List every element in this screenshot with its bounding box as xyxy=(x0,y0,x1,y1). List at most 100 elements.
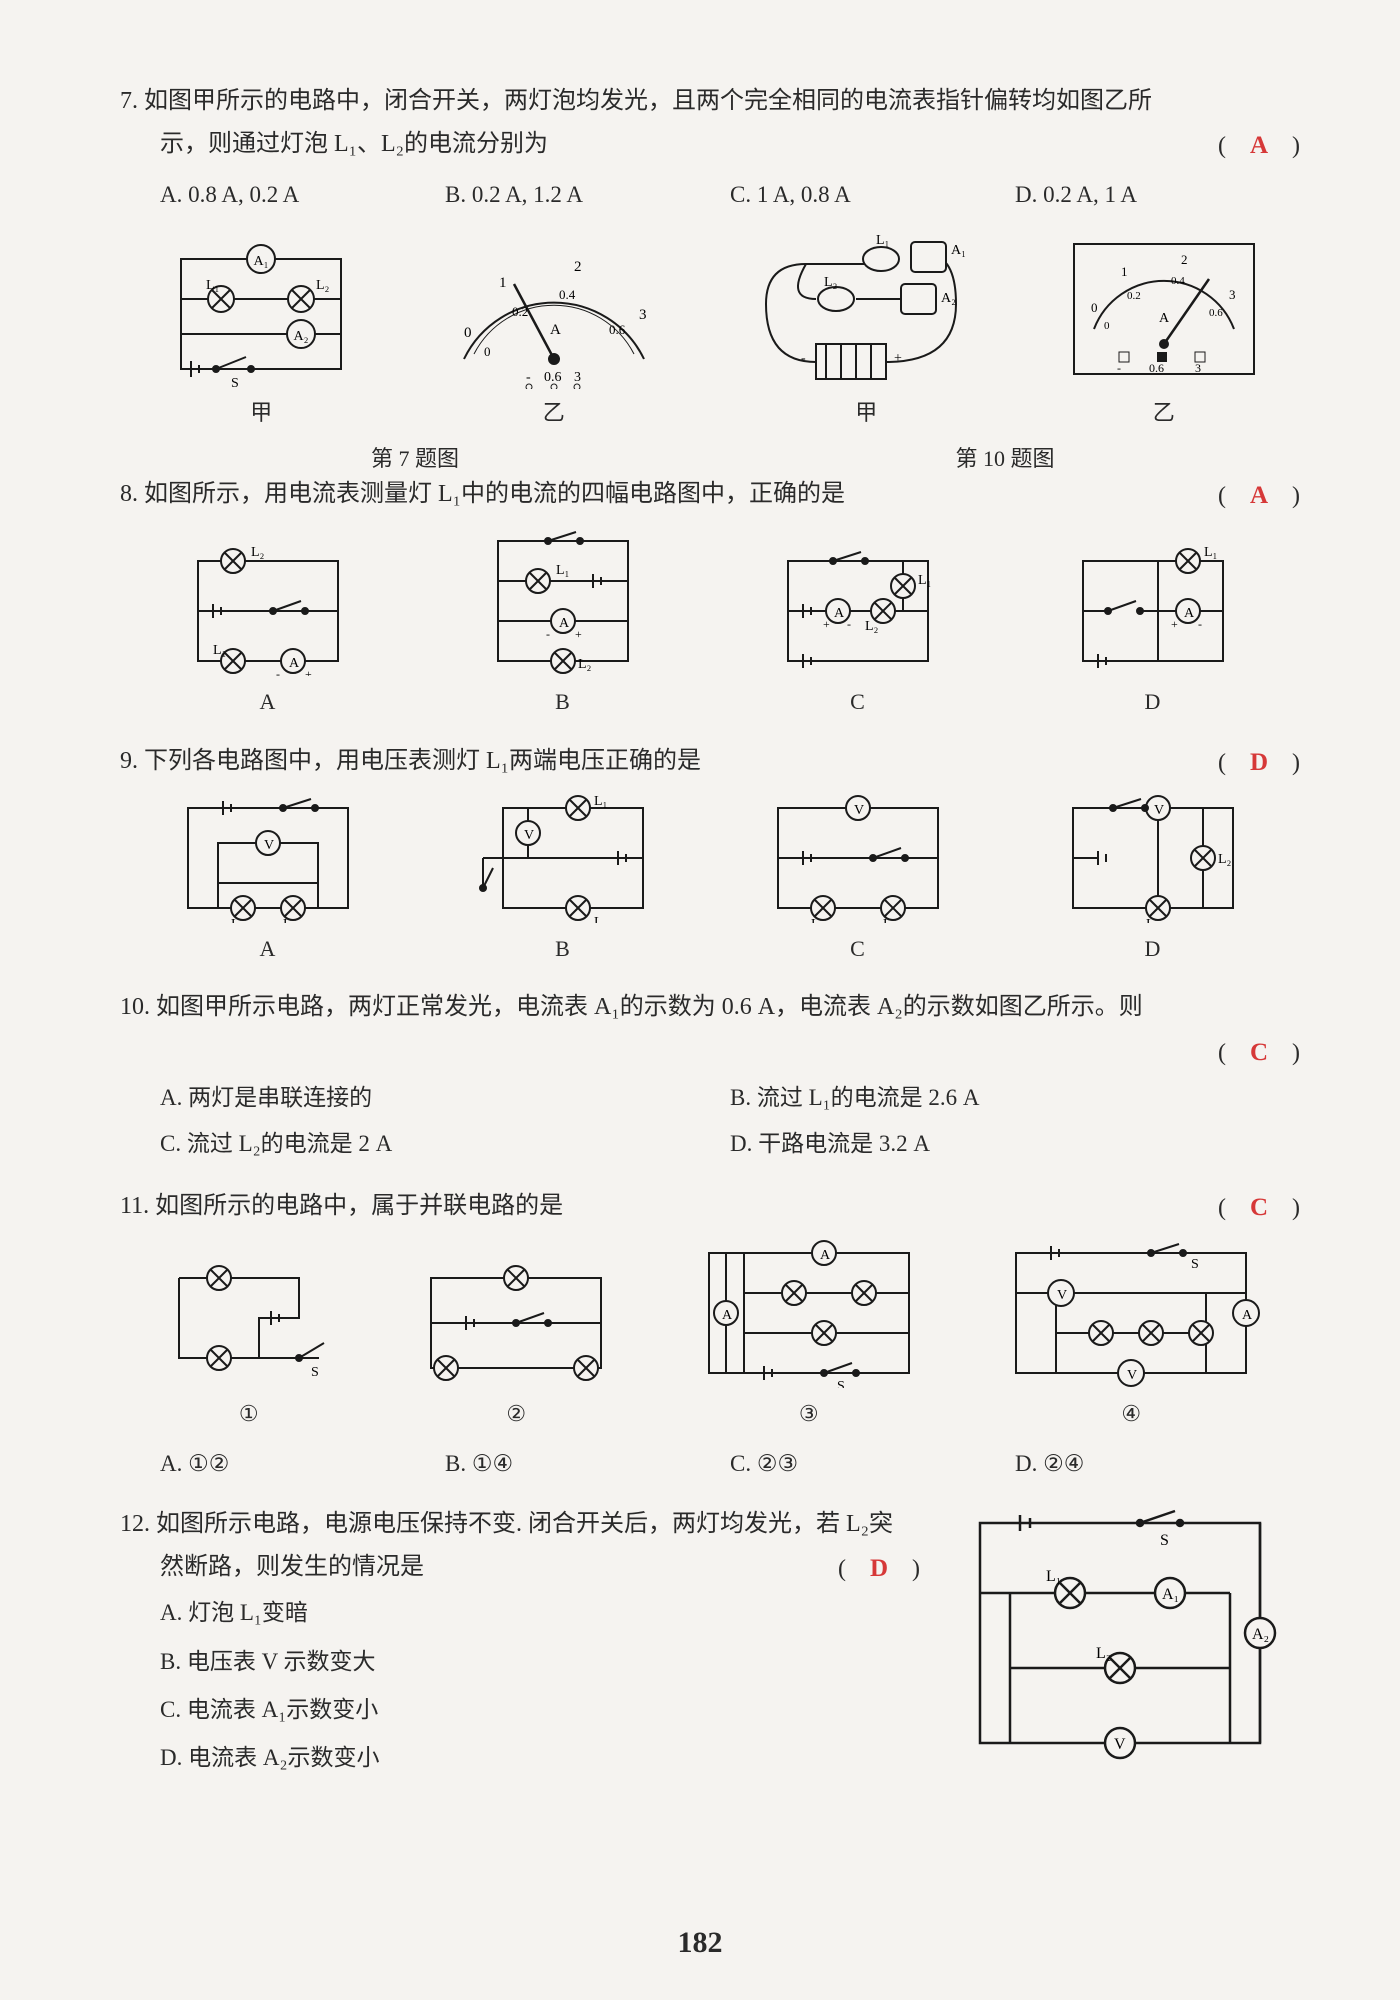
question-10: 10. 如图甲所示电路，两灯正常发光，电流表 A₁的示数为 0.6 A，电流表 … xyxy=(120,986,1300,1166)
q10-jia-label: 甲 xyxy=(855,395,877,427)
svg-text:0.2: 0.2 xyxy=(512,304,528,319)
q9-figs: V L₁ L₂ A V L₁ xyxy=(120,793,1300,969)
svg-text:0.6: 0.6 xyxy=(1209,307,1223,319)
svg-text:A: A xyxy=(559,616,570,631)
question-12: 12. 如图所示电路，电源电压保持不变. 闭合开关后，两灯均发光，若 L₂突 然… xyxy=(120,1503,1300,1783)
svg-text:V: V xyxy=(1154,803,1164,818)
q11-stem: 如图所示的电路中，属于并联电路的是 xyxy=(155,1193,563,1219)
q11-fig-4: V A V S ④ xyxy=(1001,1238,1261,1434)
svg-text:A: A xyxy=(1184,606,1195,621)
svg-text:+: + xyxy=(305,667,312,676)
svg-text:A: A xyxy=(550,322,561,338)
q8-fig-d: L₁ A + - D xyxy=(1068,546,1238,722)
svg-text:+: + xyxy=(1171,617,1178,631)
q12-answer-paren: ( D ) xyxy=(838,1546,920,1591)
circuit-q9-a: V L₁ L₂ xyxy=(173,793,363,923)
q7-opt-b: B. 0.2 A, 1.2 A xyxy=(445,174,730,215)
q11-stem-wrap: 11. 如图所示的电路中，属于并联电路的是 ( C ) xyxy=(120,1185,1300,1228)
svg-text:-: - xyxy=(801,351,806,366)
q7-answer: A xyxy=(1250,132,1268,159)
q10-num: 10. xyxy=(120,994,150,1020)
svg-text:0.4: 0.4 xyxy=(1171,275,1185,287)
circuit-q9-d: V L₂ L₁ xyxy=(1058,793,1248,923)
q9-fig-c: V L₁ L₂ C xyxy=(763,793,953,969)
svg-text:A₁: A₁ xyxy=(951,243,966,258)
svg-text:L₁: L₁ xyxy=(594,794,607,809)
svg-text:A: A xyxy=(722,1308,733,1323)
svg-text:0.6: 0.6 xyxy=(609,322,626,337)
q10-answer-paren: ( C ) xyxy=(1218,1040,1300,1066)
q7-fig-yi: 0 1 2 3 0 0.2 0.4 0.6 A - 0.6 3 乙 xyxy=(444,239,664,427)
svg-text:L₁: L₁ xyxy=(918,573,931,588)
svg-text:L₂: L₂ xyxy=(594,915,608,923)
svg-text:0: 0 xyxy=(1091,300,1098,315)
svg-text:L₂: L₂ xyxy=(865,619,879,634)
q9-fig-b: V L₁ L₂ B xyxy=(468,793,658,969)
q9-answer: D xyxy=(1250,749,1268,776)
svg-text:A₂: A₂ xyxy=(941,291,956,306)
svg-text:+: + xyxy=(823,617,830,631)
svg-text:V: V xyxy=(524,828,534,843)
svg-text:0: 0 xyxy=(484,344,491,359)
svg-text:S: S xyxy=(1160,1532,1169,1549)
svg-text:A: A xyxy=(1159,311,1170,326)
q11-label-2: ② xyxy=(506,1394,526,1434)
svg-text:-: - xyxy=(526,370,531,385)
q7-answer-paren: ( A ) xyxy=(1218,123,1300,168)
svg-text:S: S xyxy=(837,1379,845,1388)
q9-answer-paren: ( D ) xyxy=(1218,740,1300,785)
svg-text:L₂: L₂ xyxy=(283,917,297,923)
svg-text:L₁: L₁ xyxy=(876,234,889,248)
q11-answer: C xyxy=(1250,1194,1268,1221)
circuit-q8-b: L₁ L₂ A - + xyxy=(478,526,648,676)
q7-fig-jia: A₁ A₂ L₁ L₂ S 甲 xyxy=(161,239,361,427)
svg-text:0: 0 xyxy=(1104,320,1110,332)
q11-opt-d: D. ②④ xyxy=(1015,1443,1300,1484)
svg-text:L₁: L₁ xyxy=(1204,546,1217,560)
q11-fig-1: S ① xyxy=(159,1258,339,1434)
q12-figure: L₁ A₁ L₂ V A₂ S xyxy=(960,1503,1300,1783)
svg-text:L₁: L₁ xyxy=(1146,917,1159,923)
q10-stem-wrap: 10. 如图甲所示电路，两灯正常发光，电流表 A₁的示数为 0.6 A，电流表 … xyxy=(120,986,1300,1029)
svg-text:0.2: 0.2 xyxy=(1127,290,1141,302)
svg-text:L₁: L₁ xyxy=(213,643,226,658)
svg-text:S: S xyxy=(231,376,239,389)
q11-label-3: ③ xyxy=(799,1394,819,1434)
q10-stem: 如图甲所示电路，两灯正常发光，电流表 A₁的示数为 0.6 A，电流表 A₂的示… xyxy=(156,994,1143,1020)
q12-options: A. 灯泡 L₁变暗 B. 电压表 V 示数变大 C. 电流表 A₁示数变小 D… xyxy=(160,1589,960,1782)
q12-opt-d: D. 电流表 A₂示数变小 xyxy=(160,1734,960,1782)
svg-text:0.6: 0.6 xyxy=(544,370,562,385)
svg-text:L₂: L₂ xyxy=(824,275,838,290)
q8-stem: 如图所示，用电流表测量灯 L₁中的电流的四幅电路图中，正确的是 xyxy=(144,481,845,507)
q9-label-a: A xyxy=(260,929,276,969)
svg-text:L₂: L₂ xyxy=(883,917,897,923)
svg-text:1: 1 xyxy=(1121,264,1128,279)
svg-text:-: - xyxy=(1198,617,1202,631)
svg-text:+: + xyxy=(575,627,582,641)
svg-text:3: 3 xyxy=(1229,287,1236,302)
circuit-q9-c: V L₁ L₂ xyxy=(763,793,953,923)
svg-text:-: - xyxy=(276,667,280,676)
q7-opt-c: C. 1 A, 0.8 A xyxy=(730,174,1015,215)
svg-text:-: - xyxy=(847,617,851,631)
q11-fig-3: A A S ③ xyxy=(694,1238,924,1434)
q9-fig-d: V L₂ L₁ D xyxy=(1058,793,1248,969)
svg-text:1: 1 xyxy=(499,275,507,291)
q9-stem: 下列各电路图中，用电压表测灯 L₁两端电压正确的是 xyxy=(144,748,701,774)
q8-label-d: D xyxy=(1145,682,1161,722)
q10-fig-yi: 0 1 2 3 0 0.2 0.4 0.6 A - 0.6 3 乙 xyxy=(1069,234,1259,427)
svg-text:A: A xyxy=(820,1248,831,1263)
circuit-q11-4: V A V S xyxy=(1001,1238,1261,1388)
q10-answer: C xyxy=(1250,1039,1268,1066)
svg-text:L₁: L₁ xyxy=(811,917,824,923)
q8-answer: A xyxy=(1250,482,1268,509)
figures-q7-q10: A₁ A₂ L₁ L₂ S 甲 0 1 2 3 0 0. xyxy=(120,234,1300,427)
q8-fig-c: L₁ L₂ A + - C xyxy=(773,546,943,722)
q8-fig-b: L₁ L₂ A - + B xyxy=(478,526,648,722)
q9-label-b: B xyxy=(555,929,570,969)
q8-answer-paren: ( A ) xyxy=(1218,473,1300,518)
circuit-q11-1: S xyxy=(159,1258,339,1388)
q12-line2: 然断路，则发生的情况是 xyxy=(160,1554,424,1580)
q8-num: 8. xyxy=(120,481,138,507)
q7-num: 7. xyxy=(120,88,138,114)
